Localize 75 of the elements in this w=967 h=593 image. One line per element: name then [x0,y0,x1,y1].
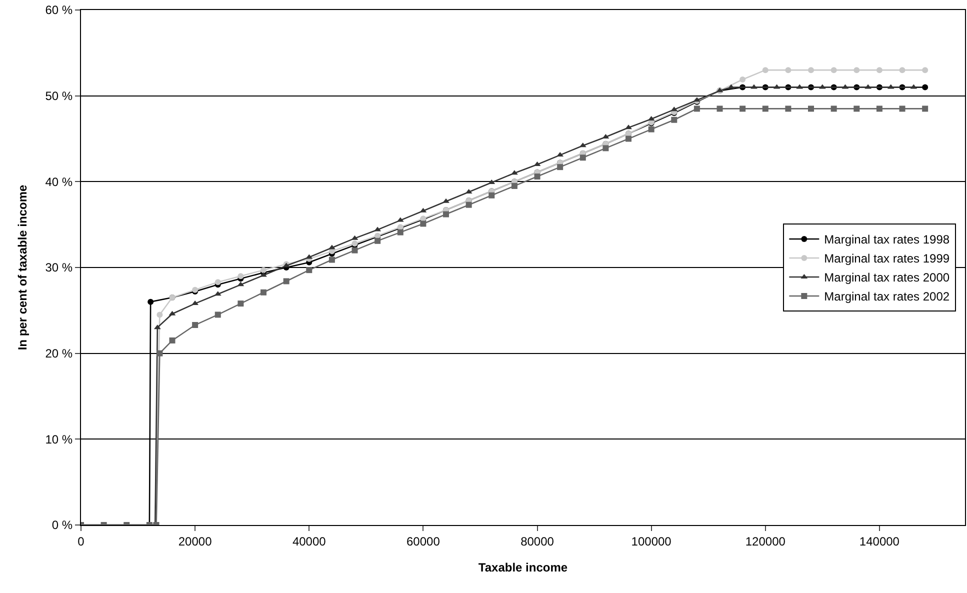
y-tick-label: 30 % [45,260,73,275]
point [148,298,154,305]
point [328,256,335,263]
point [557,164,564,170]
point [214,312,221,318]
x-tick-label: 100000 [631,534,672,548]
point [750,84,758,89]
y-tick-label: 20 % [45,346,73,361]
x-tick-label: 120000 [745,534,786,548]
point [694,106,700,112]
legend-label: Marginal tax rates 2002 [824,290,950,304]
point [397,229,404,236]
point [420,220,426,227]
point [511,182,518,189]
point [602,145,609,152]
point [443,211,450,218]
y-tick-label: 10 % [45,432,73,446]
point [442,198,450,203]
point [740,106,746,112]
x-axis-title: Taxable income [478,560,568,574]
point [785,106,792,112]
point [648,126,654,132]
legend-label: Marginal tax rates 2000 [824,270,950,285]
point [854,106,860,112]
point [169,337,176,344]
point [260,289,266,296]
point [808,67,814,74]
point [830,67,837,74]
y-tick-label: 50 % [45,89,73,104]
point [716,106,723,112]
point [214,279,221,286]
x-tick-label: 80000 [520,534,554,548]
point [854,67,860,74]
point [156,312,163,318]
x-tick-label: 140000 [859,534,900,548]
point [238,300,244,307]
y-axis-title: In per cent of taxable income [16,184,30,350]
point [260,267,266,274]
point [260,272,267,277]
legend-label: Marginal tax rates 1999 [824,252,950,266]
point [156,350,163,356]
point [580,154,586,161]
y-tick-label: 40 % [45,174,73,189]
point [876,106,882,112]
point [785,67,792,74]
x-tick-label: 60000 [406,534,440,548]
point [899,106,906,112]
y-tick-label: 60 % [45,3,73,18]
legend-label: Marginal tax rates 1998 [824,232,950,247]
point [808,106,814,112]
point [488,192,495,198]
x-tick-label: 40000 [292,534,326,548]
point [671,116,678,123]
x-tick-label: 0 [78,534,85,548]
point [762,67,768,74]
point [192,322,198,328]
point [466,202,472,208]
point [238,273,244,280]
point [922,67,928,74]
point [740,76,746,83]
point [922,84,928,90]
point [306,267,312,274]
point [830,106,837,112]
point [625,124,632,130]
point [922,106,928,112]
point [352,247,358,254]
x-tick-label: 20000 [178,534,212,548]
y-tick-label: 0 % [52,518,73,532]
point [534,174,540,180]
point [876,67,882,74]
point [626,136,632,142]
point [283,278,290,284]
point [899,67,906,74]
point [374,238,381,244]
point [762,106,768,112]
